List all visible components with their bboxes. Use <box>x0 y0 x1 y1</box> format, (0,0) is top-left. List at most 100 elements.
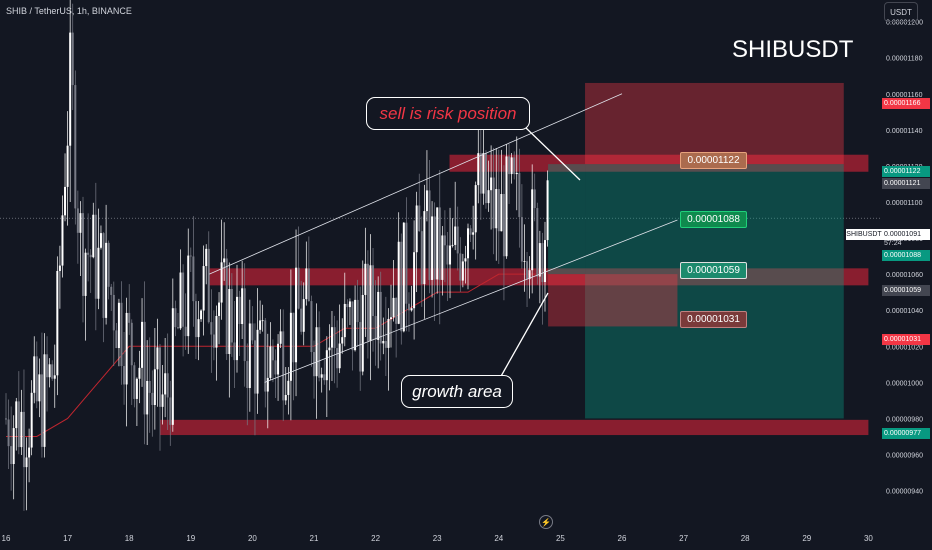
label-stop-price: 0.00001122 <box>680 152 747 169</box>
x-tick-label: 27 <box>679 534 688 543</box>
candle <box>40 332 43 458</box>
candle-body <box>87 252 90 255</box>
channel-lower-line <box>264 219 678 383</box>
candle-body <box>544 240 546 283</box>
candle <box>423 184 426 319</box>
candle-body <box>336 348 339 369</box>
candle-body <box>117 302 120 349</box>
candle-body <box>105 242 108 318</box>
candle-body <box>76 208 79 233</box>
candle <box>28 428 31 483</box>
candle <box>238 290 241 356</box>
price-zone-2 <box>160 419 869 436</box>
candle-body <box>12 428 15 465</box>
candle <box>22 369 25 511</box>
candle <box>431 201 434 298</box>
candle-body <box>313 352 315 377</box>
candle <box>130 319 133 405</box>
candle-body <box>297 267 300 309</box>
candle <box>133 362 136 408</box>
candle <box>490 145 493 230</box>
candle <box>61 195 64 278</box>
candle <box>374 280 377 366</box>
candle-body <box>10 446 13 465</box>
candle <box>102 232 105 343</box>
candle <box>159 343 161 451</box>
candle-body <box>523 261 526 262</box>
candle-body <box>40 374 43 447</box>
x-tick-label: 20 <box>248 534 257 543</box>
candle-body <box>379 291 382 344</box>
x-tick-label: 21 <box>310 534 319 543</box>
candle-body <box>338 343 341 369</box>
candle <box>497 149 500 264</box>
candle-body <box>146 380 149 415</box>
candle <box>366 250 369 359</box>
candle-body <box>259 320 262 330</box>
candle <box>17 371 20 455</box>
label-mid-price: 0.00001059 <box>680 262 747 279</box>
candle <box>166 333 169 430</box>
candle-body <box>361 294 364 372</box>
callout-pointers-layer <box>499 126 581 379</box>
candle-body <box>89 254 92 258</box>
candle-body <box>248 323 251 388</box>
candle-body <box>182 272 185 327</box>
currency-button[interactable]: USDT <box>884 2 918 22</box>
candle-body <box>125 312 128 385</box>
candle-body <box>197 319 200 338</box>
candle <box>277 334 280 401</box>
candle-body <box>441 235 444 280</box>
candle <box>87 213 90 282</box>
candle <box>117 298 120 367</box>
candle <box>449 207 452 299</box>
current-symbol-tag: SHIBUSDT <box>846 229 882 240</box>
candle-body <box>328 347 331 351</box>
candle-body <box>212 334 215 348</box>
candle <box>48 358 51 388</box>
candle <box>251 306 254 345</box>
candle <box>112 281 115 367</box>
candle-body <box>5 418 7 420</box>
candle <box>318 311 321 382</box>
candle-body <box>510 157 513 175</box>
candle-body <box>472 232 475 235</box>
candle-body <box>282 331 285 401</box>
candle <box>536 202 539 285</box>
candle <box>51 360 54 381</box>
candle <box>515 136 518 211</box>
lightning-icon[interactable]: ⚡ <box>539 515 553 529</box>
candle-body <box>366 263 369 342</box>
candle-body <box>58 265 61 271</box>
candle-body <box>479 153 482 194</box>
candle <box>107 240 110 300</box>
candle <box>346 299 349 328</box>
candle <box>407 292 410 332</box>
y-tick-label: 0.00001200 <box>886 20 923 27</box>
candle <box>402 222 405 333</box>
candle-body <box>405 222 408 304</box>
candle-body <box>397 241 400 324</box>
candle <box>171 278 174 432</box>
candle <box>348 298 351 326</box>
candle-body <box>74 85 77 209</box>
candle-body <box>359 322 362 372</box>
candle <box>405 197 408 332</box>
candle-body <box>153 369 156 406</box>
candle-body <box>292 312 295 363</box>
candle <box>205 244 208 285</box>
candle <box>253 323 256 436</box>
y-tick-label: 0.00000980 <box>886 416 923 423</box>
candle-body <box>148 380 151 393</box>
candle <box>184 293 187 350</box>
x-tick-label: 19 <box>186 534 195 543</box>
candle <box>428 160 431 294</box>
candle <box>315 303 318 419</box>
candle-body <box>351 301 354 351</box>
candle <box>384 296 387 376</box>
candle <box>241 260 244 340</box>
candle <box>66 111 69 226</box>
candle <box>94 182 97 331</box>
candle-body <box>287 380 290 395</box>
